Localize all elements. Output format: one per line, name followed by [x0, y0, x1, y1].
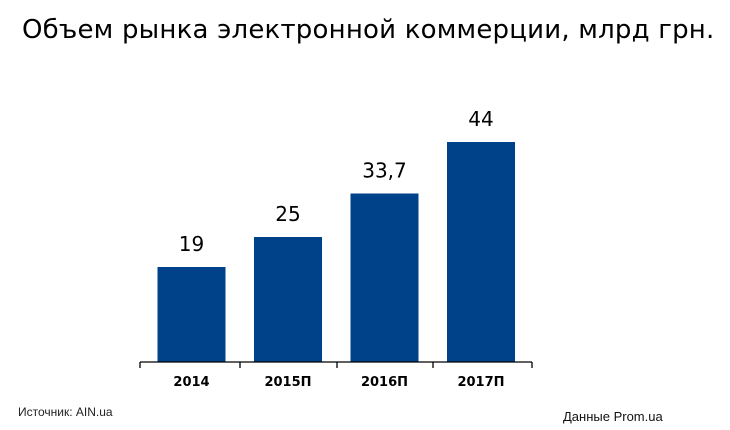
value-label-2014: 19 [179, 232, 204, 256]
tick-label-2016П: 2016П [361, 375, 408, 390]
bar-2016П [350, 193, 419, 362]
bar-2017П [447, 142, 515, 362]
value-label-2016П: 33,7 [362, 159, 407, 183]
value-label-2015П: 25 [275, 202, 300, 226]
chart-title: Объем рынка электронной коммерции, млрд … [22, 15, 715, 45]
tick-label-2014: 2014 [173, 375, 209, 390]
tick-label-2015П: 2015П [264, 375, 311, 390]
source-note: Источник: AIN.ua [18, 405, 113, 419]
bar-2015П [254, 237, 322, 362]
bar-2014 [157, 267, 226, 362]
value-label-2017П: 44 [468, 107, 493, 131]
data-credit: Данные Prom.ua [563, 409, 663, 424]
tick-label-2017П: 2017П [457, 375, 504, 390]
